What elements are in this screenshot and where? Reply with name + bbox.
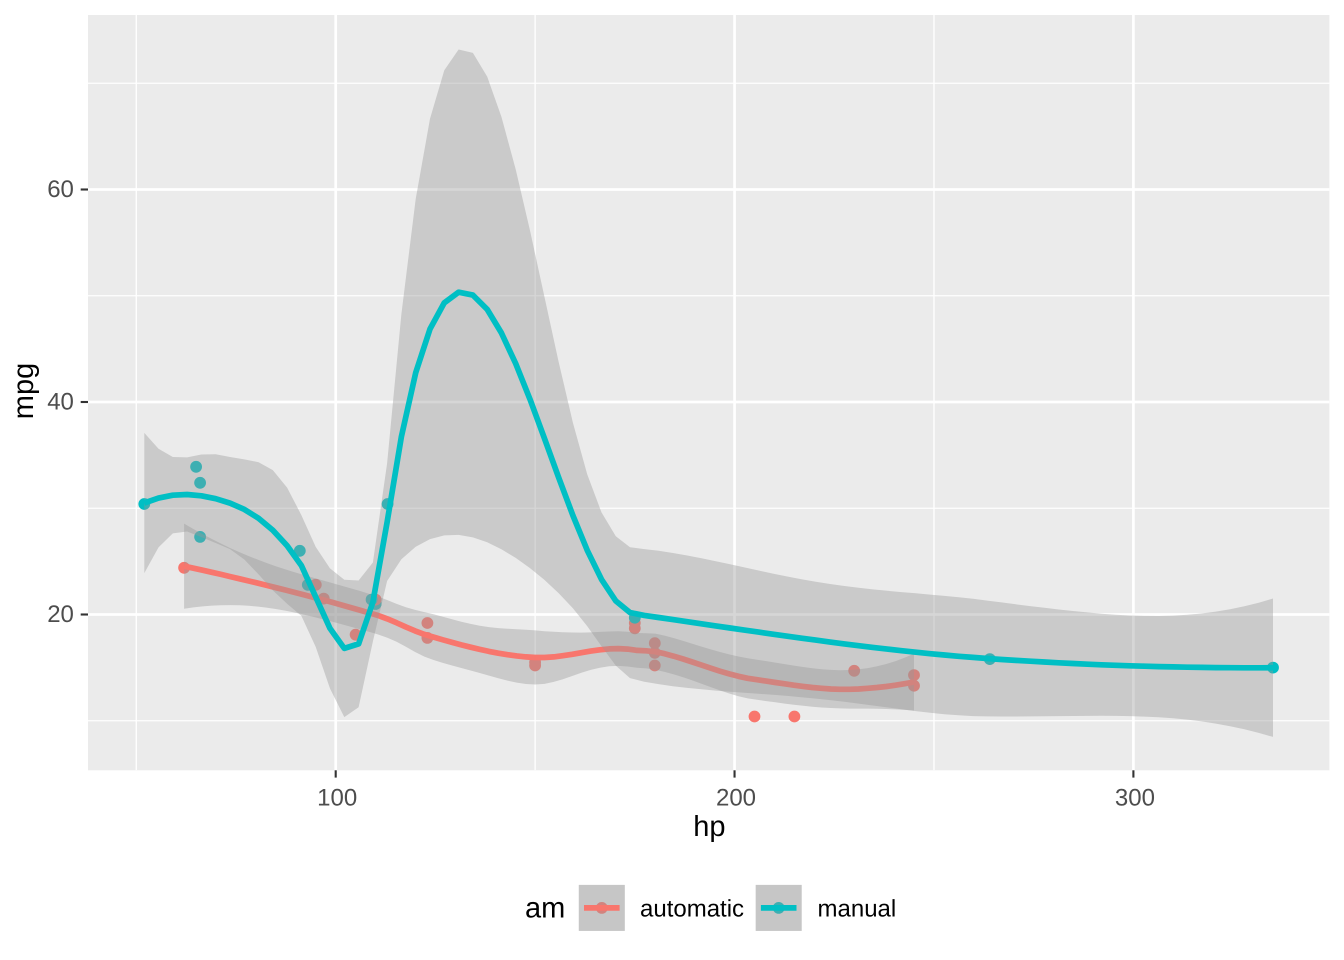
svg-text:am: am: [525, 892, 565, 924]
svg-text:mpg: mpg: [8, 363, 40, 419]
svg-text:manual: manual: [818, 895, 897, 922]
svg-text:100: 100: [317, 784, 357, 811]
svg-text:200: 200: [716, 784, 756, 811]
svg-text:60: 60: [47, 176, 74, 203]
svg-text:40: 40: [47, 389, 74, 416]
svg-text:automatic: automatic: [640, 895, 744, 922]
svg-text:hp: hp: [693, 811, 725, 843]
svg-text:300: 300: [1115, 784, 1155, 811]
svg-text:20: 20: [47, 601, 74, 628]
